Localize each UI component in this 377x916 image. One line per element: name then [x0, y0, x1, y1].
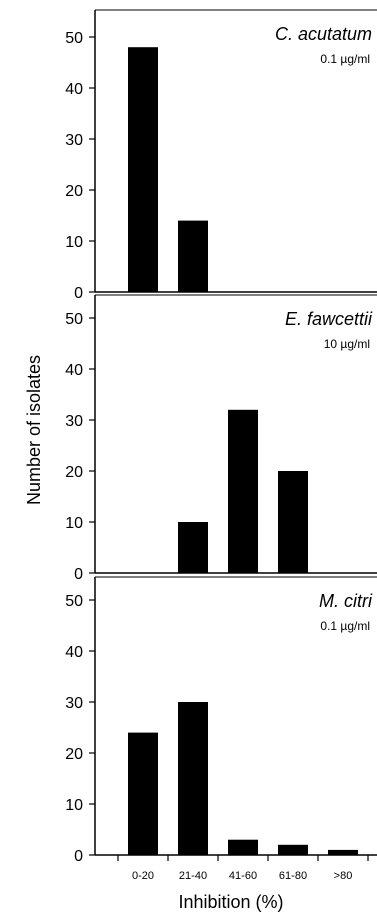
bar-61-80	[278, 844, 308, 855]
bar-41-60	[228, 839, 258, 855]
bar->80	[328, 849, 358, 855]
y-axis-title: Number of isolates	[24, 355, 44, 505]
bar-21-40	[178, 522, 208, 573]
x-tick-label: 0-20	[132, 870, 154, 882]
panel-2: 0 10 20 30 40 50 E. fawcettii 10 µg/ml	[65, 294, 377, 583]
x-tick-label: 21-40	[179, 870, 207, 882]
x-tick-label: 61-80	[279, 870, 307, 882]
y-tick-label: 20	[65, 746, 83, 763]
y-tick-label: 10	[65, 797, 83, 814]
bar-21-40	[178, 702, 208, 855]
y-tick-label: 50	[65, 311, 83, 328]
bar-61-80	[278, 471, 308, 573]
x-tick-label: >80	[334, 870, 353, 882]
panel-title: C. acutatum	[275, 24, 372, 44]
x-axis-title: Inhibition (%)	[178, 892, 283, 912]
bar-21-40	[178, 220, 208, 292]
panel-1: 0 10 20 30 40 50 C. acutatum 0.1 µg/ml	[65, 9, 377, 302]
y-tick-label: 40	[65, 644, 83, 661]
y-tick-label: 20	[65, 464, 83, 481]
bar-0-20	[128, 47, 158, 293]
y-tick-label: 30	[65, 695, 83, 712]
panel-title: M. citri	[319, 591, 373, 611]
panel-concentration: 0.1 µg/ml	[320, 619, 370, 633]
panel-concentration: 0.1 µg/ml	[320, 52, 370, 66]
bar-41-60	[228, 409, 258, 573]
chart-panels: 0 10 20 30 40 50 C. acutatum 0.1 µg/ml 0 10 20 30 40…	[65, 9, 377, 865]
x-tick-labels: 0-20 21-40 41-60 61-80 >80	[117, 855, 369, 882]
y-tick-label: 40	[65, 362, 83, 379]
bar-0-20	[128, 732, 158, 855]
panel-title: E. fawcettii	[285, 309, 373, 329]
y-tick-label: 30	[65, 413, 83, 430]
y-tick-label: 0	[74, 285, 83, 302]
y-tick-label: 0	[74, 848, 83, 865]
y-tick-label: 30	[65, 132, 83, 149]
y-tick-label: 10	[65, 234, 83, 251]
panel-concentration: 10 µg/ml	[324, 337, 370, 351]
y-tick-label: 40	[65, 81, 83, 98]
y-tick-label: 0	[74, 566, 83, 583]
x-tick-label: 41-60	[229, 870, 257, 882]
y-tick-label: 50	[65, 593, 83, 610]
y-tick-label: 20	[65, 183, 83, 200]
y-tick-label: 50	[65, 30, 83, 47]
y-tick-label: 10	[65, 515, 83, 532]
panel-3: 0 10 20 30 40 50 M. citri 0.1 µg/ml	[65, 576, 377, 865]
